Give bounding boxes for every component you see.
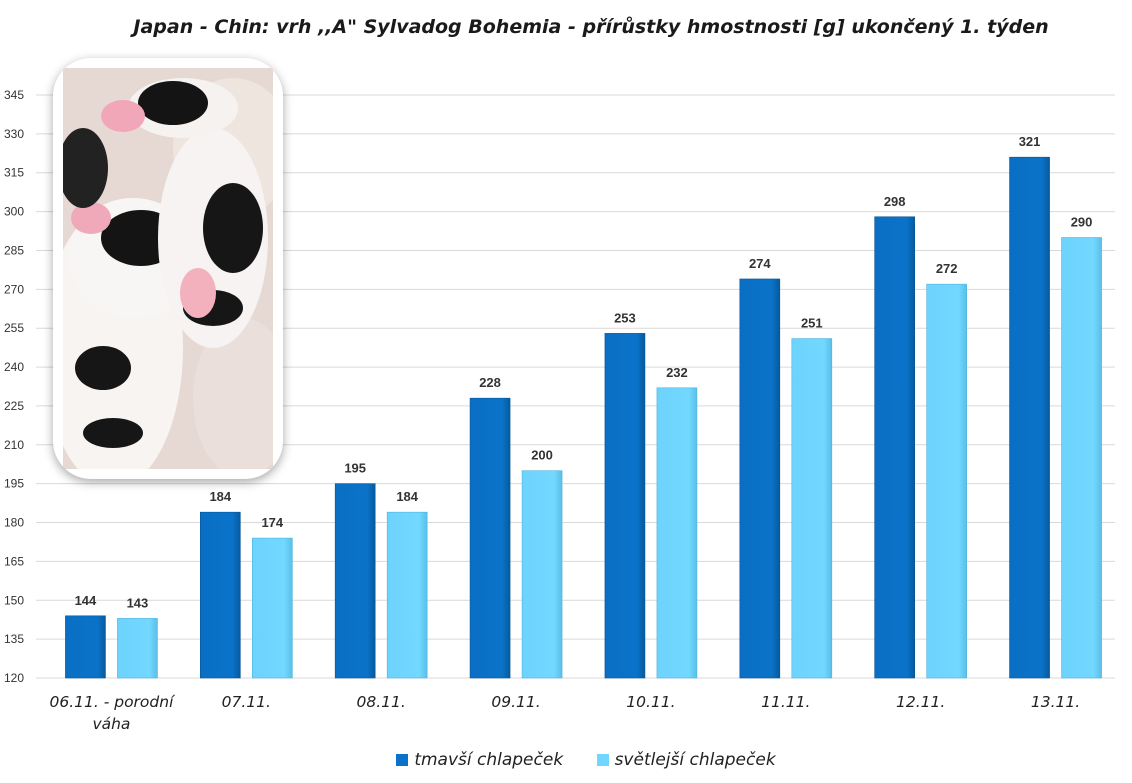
y-tick-label: 150 — [4, 593, 24, 607]
x-tick-label: 10.11. — [626, 693, 675, 711]
x-tick-label: 13.11. — [1031, 693, 1080, 711]
y-tick-label: 135 — [4, 632, 24, 646]
data-label: 174 — [261, 515, 283, 530]
bar-series-1 — [200, 511, 241, 679]
bar-series-1 — [334, 483, 376, 679]
y-tick-label: 255 — [4, 321, 24, 335]
bar-series-2 — [791, 338, 833, 679]
y-tick-label: 165 — [4, 554, 24, 568]
bar-series-1 — [874, 216, 915, 679]
y-tick-label: 180 — [4, 516, 24, 530]
bar-series-2 — [252, 537, 293, 679]
puppy-photo-illustration — [63, 68, 273, 469]
y-tick-label: 195 — [4, 477, 24, 491]
data-label: 251 — [801, 316, 823, 331]
x-tick-label: 07.11. — [222, 693, 271, 711]
y-tick-label: 270 — [4, 282, 24, 296]
bar-series-2 — [1061, 237, 1102, 679]
x-tick-label: 06.11. - porodní váha — [49, 693, 176, 733]
bar-series-2 — [926, 283, 967, 679]
x-axis: 06.11. - porodní váha 07.11. 08.11. 09.11. 10… — [49, 693, 1080, 733]
y-tick-label: 285 — [4, 243, 24, 257]
legend-label-series-2: světlejší chlapeček — [614, 750, 776, 770]
data-label: 143 — [127, 595, 149, 610]
puppy-photo — [53, 58, 283, 479]
data-labels: 144 143 184 174 195 184 228 200 253 232 274 251 298 2… — [75, 134, 1093, 610]
x-tick-label: 11.11. — [761, 693, 810, 711]
y-tick-label: 345 — [4, 88, 24, 102]
bar-series-1 — [469, 397, 511, 679]
data-label: 274 — [749, 256, 771, 271]
legend: tmavší chlapeček světlejší chlapeček — [0, 750, 1132, 770]
legend-item-series-2: světlejší chlapeček — [596, 750, 776, 770]
bar-series-1 — [739, 278, 781, 679]
y-tick-label: 210 — [4, 438, 24, 452]
bar-series-1 — [604, 333, 646, 679]
bar-series-2 — [521, 470, 563, 679]
bar-series-1 — [1009, 156, 1050, 679]
bar-series-2 — [386, 511, 428, 679]
chart-title: Japan - Chin: vrh ,,A" Sylvadog Bohemia … — [133, 16, 1049, 38]
data-label: 228 — [479, 375, 501, 390]
data-label: 272 — [936, 261, 958, 276]
data-label: 290 — [1071, 215, 1093, 230]
bars — [65, 156, 1102, 679]
legend-swatch-series-1 — [396, 754, 409, 766]
bar-series-2 — [117, 618, 158, 679]
legend-label-series-1: tmavší chlapeček — [414, 750, 564, 770]
data-label: 200 — [531, 448, 553, 463]
legend-item-series-1: tmavší chlapeček — [396, 750, 563, 770]
y-tick-label: 240 — [4, 360, 24, 374]
y-tick-label: 330 — [4, 127, 24, 141]
bar-series-1 — [65, 615, 106, 679]
y-tick-label: 120 — [4, 671, 24, 685]
legend-swatch-series-2 — [596, 754, 609, 766]
x-tick-label: 09.11. — [491, 693, 540, 711]
x-tick-label: 08.11. — [357, 693, 406, 711]
data-label: 195 — [344, 461, 366, 476]
bar-series-2 — [656, 387, 698, 679]
x-tick-label: 12.11. — [896, 693, 945, 711]
data-label: 253 — [614, 310, 636, 325]
data-label: 184 — [396, 489, 418, 504]
data-label: 321 — [1019, 134, 1041, 149]
data-label: 184 — [209, 489, 231, 504]
data-label: 144 — [75, 593, 97, 608]
data-label: 298 — [884, 194, 906, 209]
y-tick-label: 300 — [4, 205, 24, 219]
y-tick-label: 315 — [4, 166, 24, 180]
data-label: 232 — [666, 365, 688, 380]
y-tick-label: 225 — [4, 399, 24, 413]
y-axis: 120 135 150 165 180 195 210 225 240 255 270 285 300 3… — [4, 88, 24, 685]
